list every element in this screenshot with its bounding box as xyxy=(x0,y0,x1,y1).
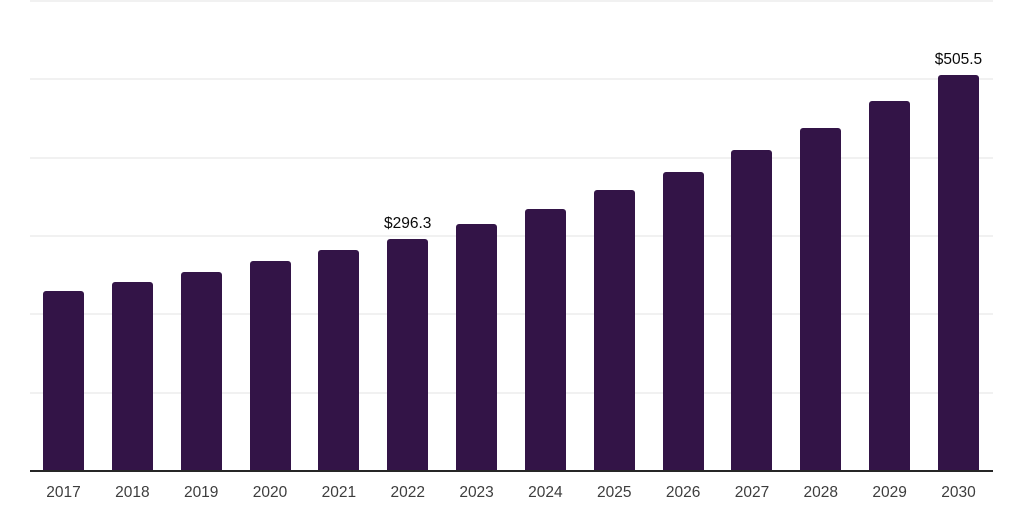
bar-value-label-2022: $296.3 xyxy=(384,214,432,232)
x-tick-2021: 2021 xyxy=(321,484,357,501)
x-tick-2024: 2024 xyxy=(528,484,563,501)
bar-2023 xyxy=(456,223,498,471)
gridline xyxy=(30,0,993,2)
bar-2020 xyxy=(249,261,291,471)
x-tick-2030: 2030 xyxy=(941,484,976,501)
bar-2030 xyxy=(937,75,979,471)
gridline xyxy=(30,235,993,237)
bar-value-label-2030: $505.5 xyxy=(934,51,983,69)
bar-2027 xyxy=(731,149,773,471)
bar-2029 xyxy=(869,100,911,471)
x-axis-line xyxy=(30,470,993,472)
bar-2028 xyxy=(800,127,842,471)
bar-2018 xyxy=(111,282,153,471)
bar-2019 xyxy=(180,271,222,471)
x-tick-2019: 2019 xyxy=(183,484,219,501)
gridline xyxy=(30,391,993,394)
x-tick-2027: 2027 xyxy=(734,484,770,501)
gridline xyxy=(30,156,993,159)
x-tick-2020: 2020 xyxy=(252,484,288,501)
bar-2025 xyxy=(593,189,635,471)
x-tick-2022: 2022 xyxy=(390,484,425,501)
bar-2021 xyxy=(318,250,360,471)
x-tick-2029: 2029 xyxy=(872,484,907,501)
x-tick-2025: 2025 xyxy=(597,484,632,501)
x-tick-2018: 2018 xyxy=(115,484,150,501)
bar-2017 xyxy=(43,291,84,471)
x-tick-2028: 2028 xyxy=(803,484,839,501)
gridline xyxy=(30,313,993,316)
bar-2024 xyxy=(524,208,566,471)
x-tick-2026: 2026 xyxy=(665,484,701,501)
bar-2022 xyxy=(387,238,429,471)
bar-2026 xyxy=(662,171,704,471)
x-tick-2017: 2017 xyxy=(46,484,81,501)
x-tick-2023: 2023 xyxy=(459,484,494,501)
gridline xyxy=(30,78,993,81)
